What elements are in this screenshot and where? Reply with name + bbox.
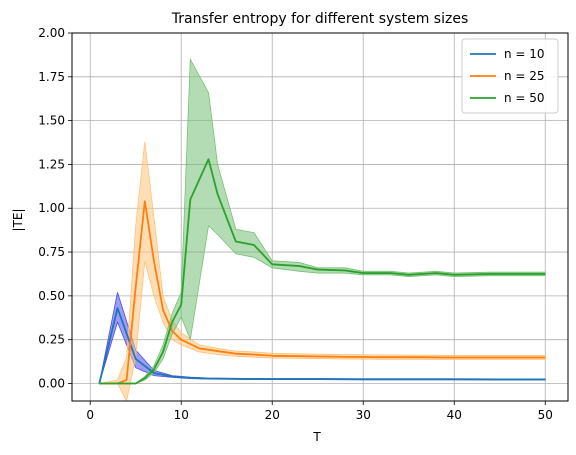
y-tick-label: 1.25 [38,157,65,171]
x-tick-label: 10 [174,408,189,422]
series-lines [98,158,546,385]
legend-label: n = 10 [504,47,545,61]
series-line-n-10 [98,307,546,384]
y-tick-label: 1.75 [38,70,65,84]
x-axis-label: T [312,430,321,444]
y-tick-label: 0.25 [38,333,65,347]
plot-frame [71,32,569,402]
y-axis-label: |TE| [11,209,25,232]
x-tick-label: 50 [538,408,553,422]
x-tick-label: 20 [265,408,280,422]
legend-label: n = 50 [504,91,545,105]
chart-title: Transfer entropy for different system si… [171,11,468,27]
legend: n = 10 n = 25 n = 50 [461,38,559,114]
y-tick-label: 1.00 [38,201,65,215]
series-line-n-50 [99,158,546,385]
y-tick-label: 2.00 [38,26,65,40]
legend-label: n = 25 [504,69,545,83]
x-tick-label: 0 [86,408,94,422]
y-tick-label: 0.00 [38,376,65,390]
y-tick-label: 0.75 [38,245,65,259]
x-tick-label: 30 [356,408,371,422]
x-axis-ticks: 0 10 20 30 40 50 [86,401,553,422]
series-line-n-25 [99,200,546,385]
y-axis-ticks: 0.00 0.25 0.50 0.75 1.00 1.25 1.50 1.75 2.00 [38,26,72,390]
legend-box [461,38,559,114]
y-tick-label: 0.50 [38,289,65,303]
x-tick-label: 40 [447,408,462,422]
y-tick-label: 1.50 [38,114,65,128]
